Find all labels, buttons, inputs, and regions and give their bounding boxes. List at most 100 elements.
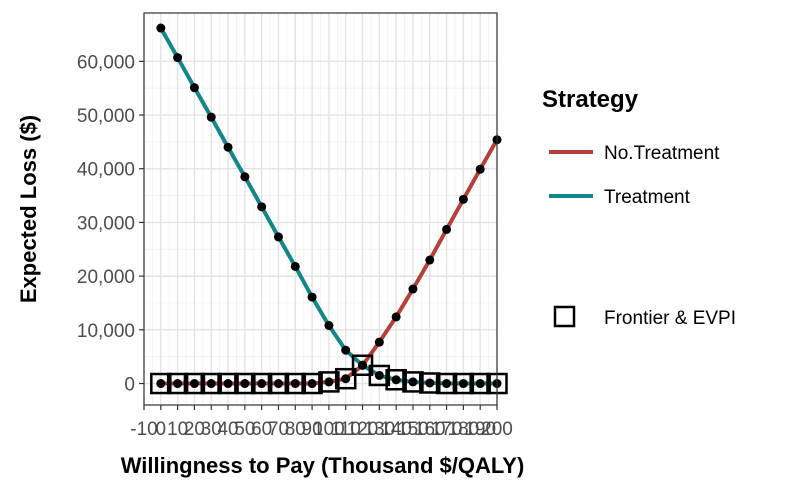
data-point-no-treatment (189, 379, 199, 389)
legend-label-treatment: Treatment (604, 187, 691, 208)
x-tick-label: 130 (363, 419, 395, 440)
data-point-no-treatment (408, 284, 418, 294)
frontier-square (267, 372, 290, 395)
x-tick-label: 110 (331, 419, 361, 440)
frontier-square (334, 367, 357, 390)
x-tick-label: -10 (130, 419, 157, 440)
x-tick-label: 150 (397, 419, 429, 440)
y-tick-label: 40,000 (77, 160, 135, 181)
frontier-square (200, 372, 222, 395)
legend: Strategy No.Treatment Treatment Frontier… (542, 86, 736, 329)
x-tick-label: 190 (464, 419, 496, 440)
data-point-no-treatment (458, 194, 468, 204)
frontier-square (385, 369, 407, 391)
plot-panel-border (143, 12, 498, 406)
x-tick-label: 200 (481, 419, 513, 440)
data-point-no-treatment (341, 374, 351, 384)
x-tick-label: 180 (448, 419, 480, 440)
y-tick-label: 60,000 (77, 52, 135, 73)
series-points (156, 23, 502, 389)
y-tick-label: 30,000 (77, 213, 135, 234)
data-point-no-treatment (240, 379, 250, 389)
data-point-treatment (240, 172, 250, 182)
x-tick-label: 10 (167, 419, 188, 440)
major-gridlines (143, 13, 498, 405)
data-point-treatment (458, 379, 468, 389)
frontier-square (318, 371, 340, 393)
data-point-treatment (391, 375, 401, 385)
data-point-treatment (273, 232, 283, 242)
data-point-treatment (223, 142, 233, 152)
data-point-no-treatment (223, 379, 233, 389)
data-point-no-treatment (257, 379, 267, 389)
data-point-no-treatment (273, 379, 283, 389)
frontier-square (150, 372, 172, 395)
x-tick-label: 60 (251, 419, 272, 440)
data-point-no-treatment (324, 377, 334, 387)
frontier-square (301, 372, 323, 395)
data-point-treatment (374, 370, 384, 380)
data-point-treatment (425, 378, 435, 388)
frontier-square (284, 372, 307, 395)
frontier-square (469, 372, 491, 395)
frontier-square (217, 372, 239, 395)
data-point-no-treatment (307, 379, 317, 389)
legend-title: Strategy (542, 86, 639, 113)
frontier-square (368, 364, 391, 387)
data-point-no-treatment (475, 164, 485, 174)
y-axis-title: Expected Loss ($) (16, 115, 41, 303)
data-point-no-treatment (425, 255, 435, 265)
legend-label-no-treatment: No.Treatment (604, 143, 720, 164)
x-tick-label: 170 (431, 419, 463, 440)
data-point-treatment (173, 53, 183, 63)
data-point-no-treatment (173, 379, 183, 389)
frontier-square (402, 371, 424, 393)
data-point-treatment (358, 360, 368, 370)
frontier-square (452, 372, 475, 395)
x-axis-ticks: -100 102030405060708090100110120130140150… (130, 405, 513, 440)
data-point-treatment (408, 377, 418, 387)
frontier-square (166, 372, 189, 395)
x-tick-label: 140 (380, 419, 412, 440)
y-tick-label: 20,000 (77, 267, 135, 288)
data-point-treatment (156, 23, 166, 33)
data-point-treatment (290, 261, 300, 271)
x-tick-label: 100 (313, 419, 345, 440)
x-tick-label: 0 (156, 419, 167, 440)
frontier-square (435, 372, 458, 395)
data-point-treatment (257, 202, 267, 212)
frontier-markers (150, 354, 508, 395)
y-tick-label: 10,000 (77, 321, 135, 342)
data-point-treatment (442, 379, 452, 389)
x-tick-label: 20 (184, 419, 205, 440)
data-point-treatment (324, 321, 334, 331)
data-point-no-treatment (156, 379, 166, 389)
legend-label-frontier-evpi: Frontier & EVPI (604, 308, 736, 329)
legend-key-frontier-square (553, 305, 576, 328)
minor-gridlines (144, 13, 497, 405)
x-tick-label: 50 (234, 419, 255, 440)
x-tick-label: 40 (217, 419, 238, 440)
frontier-square (250, 372, 273, 395)
frontier-square (234, 372, 256, 395)
x-tick-label: 120 (347, 419, 379, 440)
x-tick-label: 70 (268, 419, 289, 440)
data-point-treatment (206, 112, 216, 122)
x-tick-label: 80 (285, 419, 306, 440)
data-point-no-treatment (374, 337, 384, 347)
frontier-square (183, 372, 206, 395)
data-point-no-treatment (442, 224, 452, 234)
data-point-treatment (341, 345, 351, 355)
data-point-treatment (189, 83, 199, 93)
x-tick-label: 160 (414, 419, 446, 440)
x-tick-label: 30 (201, 419, 222, 440)
y-axis-ticks: 0 10,000 20,000 30,000 40,000 50,000 60,000 (77, 52, 144, 396)
data-point-no-treatment (391, 312, 401, 322)
y-tick-label: 0 (124, 375, 135, 396)
data-point-treatment (307, 292, 317, 302)
y-tick-label: 50,000 (77, 106, 135, 127)
x-axis-title: Willingness to Pay (Thousand $/QALY) (121, 453, 525, 478)
data-point-no-treatment (290, 379, 300, 389)
data-point-treatment (475, 379, 485, 389)
